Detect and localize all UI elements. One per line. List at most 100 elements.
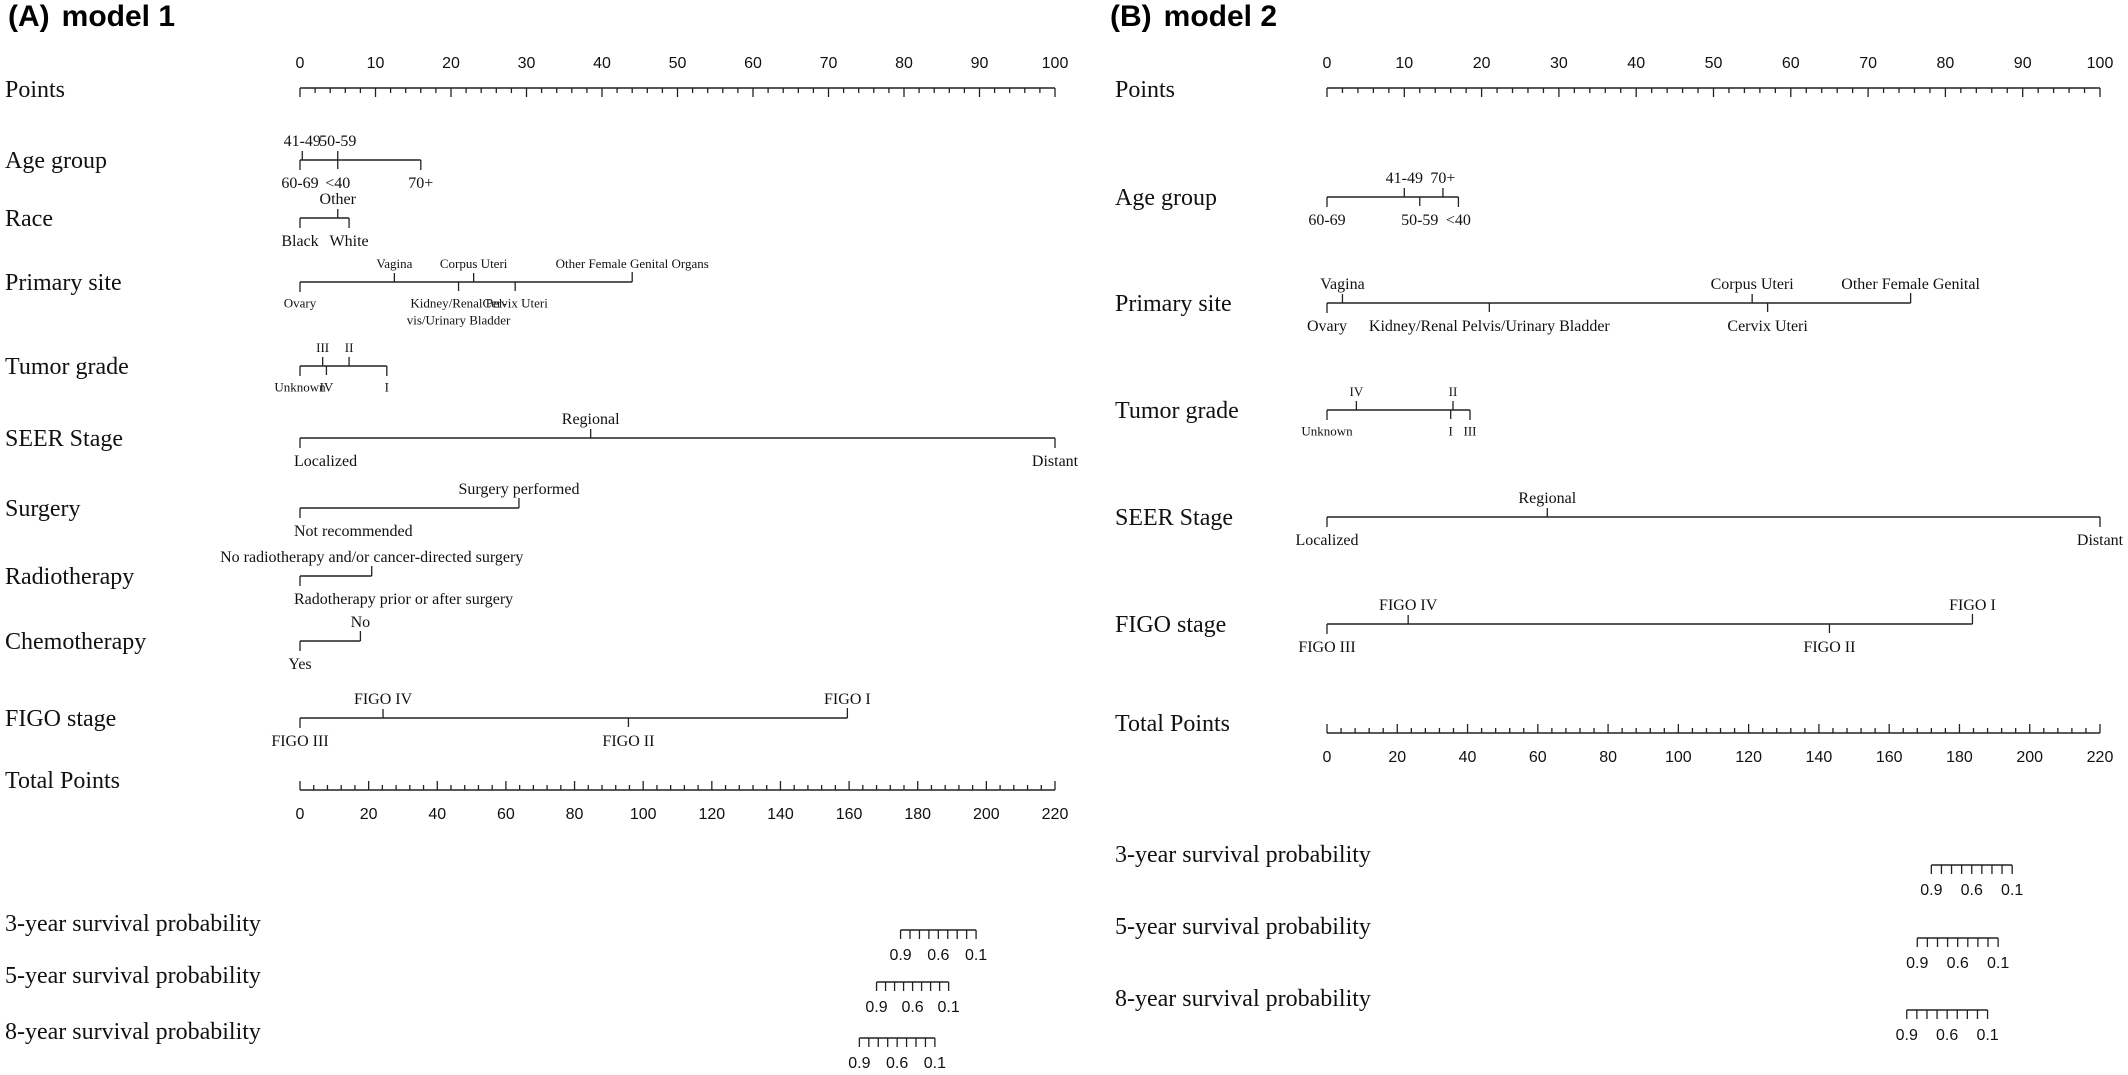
variable-tumor-grade-label: Tumor grade xyxy=(1115,398,1239,424)
category-70: 70+ xyxy=(1430,170,1455,187)
survival-3-year-survival-probability: 3-year survival probability 0.9 0.6 0.1 xyxy=(5,911,987,964)
variable-race: Race Other Black White xyxy=(5,191,369,250)
category-no-radiotherapy-and-or-cancer-directed-surgery: No radiotherapy and/or cancer-directed s… xyxy=(220,549,523,566)
survival-8-year-survival-probability-tick-label: 0.6 xyxy=(1936,1027,1958,1044)
category-corpus-uteri: Corpus Uteri xyxy=(440,256,508,271)
category-yes: Yes xyxy=(288,656,311,673)
category-50-59: 50-59 xyxy=(1401,212,1438,229)
category-ii: II xyxy=(1449,384,1458,399)
category-other: Other xyxy=(320,191,357,208)
survival-3-year-survival-probability-tick-label: 0.9 xyxy=(1920,882,1942,899)
category-i: I xyxy=(385,379,389,394)
survival-8-year-survival-probability-tick-label: 0.9 xyxy=(848,1055,870,1072)
total-points-axis-tick-label: 20 xyxy=(1388,749,1406,766)
survival-5-year-survival-probability-label: 5-year survival probability xyxy=(1115,914,1371,940)
category-figo-iii: FIGO III xyxy=(271,733,328,750)
category-unknown: Unknown xyxy=(274,379,326,394)
panel-title: (A) model 1 xyxy=(8,0,175,33)
category-iii: III xyxy=(316,340,329,355)
variable-figo-stage: FIGO stage FIGO IV FIGO I FIGO III FIGO II xyxy=(1115,597,1996,656)
total-points-axis-tick-label: 160 xyxy=(1876,749,1903,766)
category-41-49: 41-49 xyxy=(1386,170,1423,187)
points-axis: 0 10 20 30 40 50 60 70 80 90 100 xyxy=(1323,55,2113,97)
survival-5-year-survival-probability-tick-label: 0.6 xyxy=(901,999,923,1016)
category-figo-iii: FIGO III xyxy=(1298,639,1355,656)
variable-surgery-label: Surgery xyxy=(5,496,81,522)
points-axis-label: Points xyxy=(1115,77,1175,103)
total-points-axis-tick-label: 100 xyxy=(1665,749,1692,766)
variable-tumor-grade-label: Tumor grade xyxy=(5,354,129,380)
variable-age-group: Age group 41-49 70+ 60-69 50-59 <40 xyxy=(1115,170,1471,229)
category-iii: III xyxy=(1464,423,1477,438)
category-white: White xyxy=(330,233,369,250)
total-points-axis-tick-label: 0 xyxy=(296,806,305,823)
survival-8-year-survival-probability-tick-label: 0.1 xyxy=(924,1055,946,1072)
total-points-axis-tick-label: 0 xyxy=(1323,749,1332,766)
points-axis-tick-label: 50 xyxy=(669,55,687,72)
total-points-axis-tick-label: 220 xyxy=(2087,749,2114,766)
category-unknown: Unknown xyxy=(1301,423,1353,438)
total-points-axis-tick-label: 40 xyxy=(1459,749,1477,766)
survival-8-year-survival-probability: 8-year survival probability 0.9 0.6 0.1 xyxy=(5,1019,946,1072)
total-points-axis: 0 20 40 60 80 100 120 140 160 180 200 220 xyxy=(296,781,1069,823)
variable-age-group-label: Age group xyxy=(1115,185,1217,211)
survival-8-year-survival-probability-tick-label: 0.9 xyxy=(1896,1027,1918,1044)
category-figo-iv: FIGO IV xyxy=(354,691,413,708)
variable-seer-stage-label: SEER Stage xyxy=(5,426,123,452)
points-axis-tick-label: 40 xyxy=(593,55,611,72)
variable-seer-stage: SEER Stage Regional Localized Distant xyxy=(1115,490,2124,549)
survival-8-year-survival-probability-label: 8-year survival probability xyxy=(1115,986,1371,1012)
survival-8-year-survival-probability-label: 8-year survival probability xyxy=(5,1019,261,1045)
total-points-axis-tick-label: 40 xyxy=(428,806,446,823)
category-70: 70+ xyxy=(408,175,433,192)
variable-primary-site-label: Primary site xyxy=(1115,291,1232,317)
variable-primary-site: Primary site Vagina Corpus Uteri Other Fema… xyxy=(1115,276,1980,335)
survival-3-year-survival-probability-tick-label: 0.9 xyxy=(889,947,911,964)
category-regional: Regional xyxy=(1518,490,1576,507)
points-axis-tick-label: 80 xyxy=(1937,55,1955,72)
survival-8-year-survival-probability-tick-label: 0.1 xyxy=(1976,1027,1998,1044)
survival-5-year-survival-probability: 5-year survival probability 0.9 0.6 0.1 xyxy=(1115,914,2009,972)
total-points-axis-tick-label: 180 xyxy=(904,806,931,823)
total-points-axis-label: Total Points xyxy=(5,768,120,794)
total-points-axis-tick-label: 120 xyxy=(698,806,725,823)
survival-5-year-survival-probability-tick-label: 0.9 xyxy=(1906,955,1928,972)
variable-chemotherapy-label: Chemotherapy xyxy=(5,629,146,655)
total-points-axis-tick-label: 60 xyxy=(497,806,515,823)
variable-primary-site-label: Primary site xyxy=(5,270,122,296)
category-vagina: Vagina xyxy=(1320,276,1364,293)
category-iv: IV xyxy=(1350,384,1364,399)
survival-5-year-survival-probability-tick-label: 0.6 xyxy=(1947,955,1969,972)
points-axis-tick-label: 10 xyxy=(1395,55,1413,72)
category-50-59: 50-59 xyxy=(319,133,356,150)
category-cervix-uteri: Cervix Uteri xyxy=(1727,318,1808,335)
category-no: No xyxy=(351,614,371,631)
category-localized: Localized xyxy=(1295,532,1358,549)
total-points-axis-tick-label: 80 xyxy=(566,806,584,823)
total-points-axis-tick-label: 120 xyxy=(1735,749,1762,766)
total-points-axis-tick-label: 80 xyxy=(1599,749,1617,766)
variable-radiotherapy-label: Radiotherapy xyxy=(5,564,134,590)
category-iv: IV xyxy=(320,379,334,394)
variable-radiotherapy: Radiotherapy No radiotherapy and/or cance… xyxy=(5,549,523,608)
variable-chemotherapy: Chemotherapy No Yes xyxy=(5,614,370,673)
total-points-axis-tick-label: 220 xyxy=(1042,806,1069,823)
points-axis-tick-label: 100 xyxy=(1042,55,1069,72)
category-figo-ii: FIGO II xyxy=(1803,639,1855,656)
points-axis-tick-label: 70 xyxy=(1859,55,1877,72)
category-60-69: 60-69 xyxy=(281,175,318,192)
variable-primary-site: Primary site Vagina Corpus Uteri Other Fema… xyxy=(5,256,709,327)
points-axis-tick-label: 60 xyxy=(744,55,762,72)
variable-age-group-label: Age group xyxy=(5,148,107,174)
survival-3-year-survival-probability-tick-label: 0.6 xyxy=(1961,882,1983,899)
survival-3-year-survival-probability: 3-year survival probability 0.9 0.6 0.1 xyxy=(1115,842,2023,899)
category-kidney-renal-pelvis-urinary-bladder: Kidney/Renal Pelvis/Urinary Bladder xyxy=(1369,318,1611,335)
category-black: Black xyxy=(281,233,318,250)
survival-3-year-survival-probability-label: 3-year survival probability xyxy=(5,911,261,937)
survival-5-year-survival-probability-tick-label: 0.9 xyxy=(865,999,887,1016)
total-points-axis: 0 20 40 60 80 100 120 140 160 180 200 220 xyxy=(1323,724,2114,766)
panel-model-name: model 1 xyxy=(62,0,175,33)
